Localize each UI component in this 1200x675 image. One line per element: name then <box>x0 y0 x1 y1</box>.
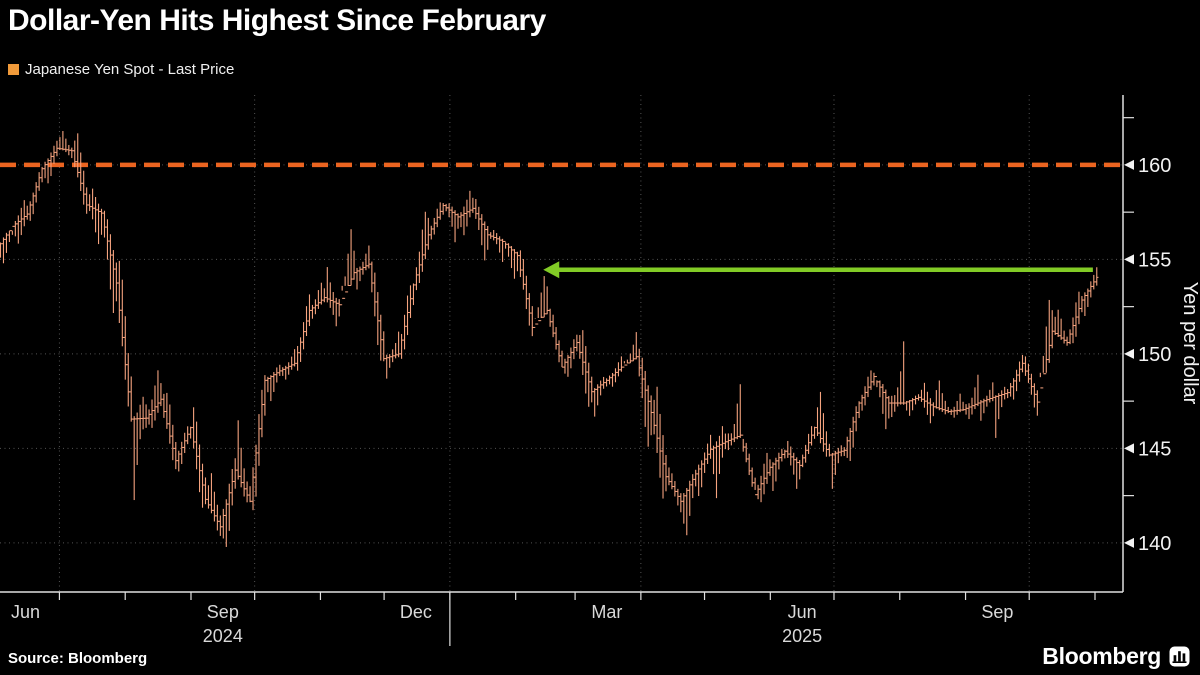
x-axis: Jun Sep Dec Mar Jun Sep 2024 2025 <box>0 591 1123 646</box>
svg-text:155: 155 <box>1138 249 1171 271</box>
bloomberg-logo: Bloomberg <box>1042 643 1190 670</box>
svg-text:150: 150 <box>1138 344 1171 366</box>
svg-text:140: 140 <box>1138 533 1171 555</box>
svg-text:Sep: Sep <box>207 602 239 622</box>
bloomberg-logo-icon <box>1169 646 1190 667</box>
svg-text:Sep: Sep <box>981 602 1013 622</box>
svg-text:145: 145 <box>1138 438 1171 460</box>
svg-text:160: 160 <box>1138 155 1171 177</box>
svg-text:2025: 2025 <box>782 626 822 646</box>
bloomberg-logo-text: Bloomberg <box>1042 643 1161 669</box>
annotation-arrow <box>543 261 1093 279</box>
page-title: Dollar-Yen Hits Highest Since February <box>8 4 546 37</box>
svg-text:Jun: Jun <box>788 602 817 622</box>
y-axis-title: Yen per dollar <box>1179 282 1200 405</box>
price-bars <box>0 131 1099 547</box>
svg-text:Jun: Jun <box>11 602 40 622</box>
y-axis: 140 145 150 155 160 Yen per dollar <box>1122 95 1200 592</box>
gridlines <box>0 95 1123 592</box>
legend-label: Japanese Yen Spot - Last Price <box>25 61 235 78</box>
source-credit: Source: Bloomberg <box>8 650 148 667</box>
svg-text:Dec: Dec <box>400 602 432 622</box>
svg-text:Mar: Mar <box>591 602 622 622</box>
svg-text:2024: 2024 <box>203 626 243 646</box>
legend-swatch-icon <box>8 64 19 75</box>
legend: Japanese Yen Spot - Last Price <box>8 61 234 78</box>
